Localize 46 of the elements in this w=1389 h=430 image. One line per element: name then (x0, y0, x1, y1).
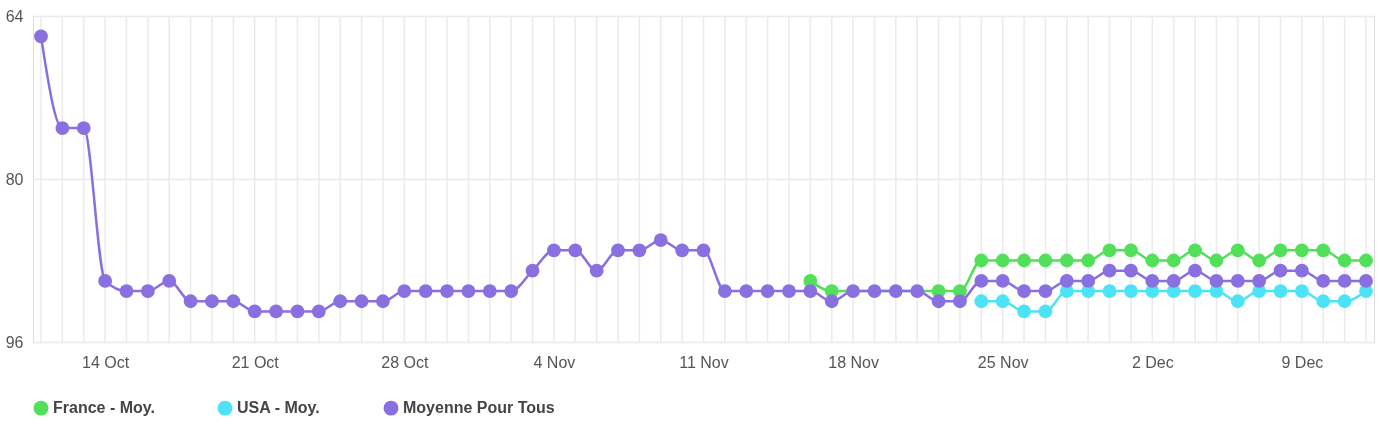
point (1059, 253, 1074, 268)
y-tick-label: 80 (5, 170, 24, 188)
point (1273, 243, 1288, 258)
x-tick-label: 2 Dec (1131, 353, 1174, 371)
point (1316, 243, 1331, 258)
legend-label: France - Moy. (53, 399, 155, 417)
point (1230, 294, 1245, 309)
point (1081, 253, 1096, 268)
point (1166, 253, 1181, 268)
point (1145, 253, 1160, 268)
point (1316, 294, 1331, 309)
point (1038, 304, 1053, 319)
point (1209, 253, 1224, 268)
point (1102, 243, 1117, 258)
x-tick-label: 25 Nov (977, 353, 1029, 371)
y-tick-label: 96 (5, 333, 24, 351)
point (1230, 243, 1245, 258)
x-tick-label: 4 Nov (533, 353, 576, 371)
point (995, 253, 1010, 268)
x-tick-label: 11 Nov (679, 353, 729, 371)
point (1188, 243, 1202, 258)
point (995, 294, 1010, 309)
point (974, 294, 989, 309)
x-tick-label: 9 Dec (1281, 353, 1324, 371)
point (1017, 253, 1031, 268)
point (1124, 243, 1138, 258)
point (1359, 253, 1373, 268)
point (1273, 284, 1288, 298)
point (974, 253, 989, 268)
x-tick-label: 14 Oct (82, 353, 130, 371)
x-tick-label: 18 Nov (828, 353, 879, 371)
legend-label: Moyenne Pour Tous (403, 399, 555, 417)
x-tick-label: 21 Oct (231, 353, 280, 371)
point (1252, 253, 1267, 268)
point (1295, 243, 1309, 258)
point (1038, 253, 1053, 268)
point (1337, 294, 1352, 309)
point (1102, 284, 1117, 298)
point (1017, 304, 1031, 319)
point (1188, 284, 1202, 298)
legend-label: USA - Moy. (237, 399, 320, 417)
point (1124, 284, 1138, 298)
x-tick-label: 28 Oct (381, 353, 429, 371)
y-tick-label: 64 (5, 7, 24, 25)
point (1337, 253, 1352, 268)
point (1295, 284, 1309, 298)
